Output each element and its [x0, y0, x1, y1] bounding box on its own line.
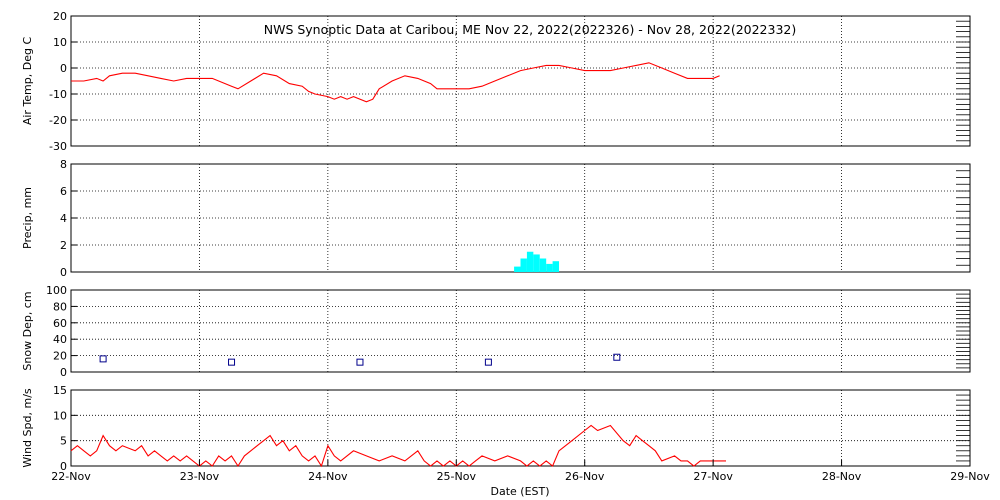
x-tick-label: 26-Nov — [565, 470, 605, 483]
x-tick-label: 25-Nov — [437, 470, 477, 483]
plot-frame — [70, 163, 971, 273]
plot-frame — [70, 389, 971, 467]
x-tick-label: 22-Nov — [51, 470, 91, 483]
x-tick-label: 23-Nov — [180, 470, 220, 483]
y-axis-label: Snow Dep, cm — [21, 291, 34, 370]
snow-depth-point — [99, 355, 107, 363]
x-tick-label: 24-Nov — [308, 470, 348, 483]
y-tick-label: 60 — [53, 317, 67, 330]
y-tick-label: 6 — [60, 185, 67, 198]
precip-bar — [514, 266, 521, 272]
y-tick-label: 10 — [53, 36, 67, 49]
y-tick-label: -10 — [49, 88, 67, 101]
y-tick-label: 5 — [60, 435, 67, 448]
snow-depth-point — [484, 358, 492, 366]
y-tick-label: 2 — [60, 239, 67, 252]
y-tick-label: 10 — [53, 409, 67, 422]
y-axis-label: Wind Spd, m/s — [21, 388, 34, 468]
precip-bar — [533, 254, 540, 272]
y-tick-label: -20 — [49, 114, 67, 127]
y-tick-label: 0 — [60, 366, 67, 379]
x-tick-label: 29-Nov — [950, 470, 990, 483]
y-tick-label: 100 — [46, 284, 67, 297]
x-axis-label: Date (EST) — [490, 485, 549, 498]
precip-bar — [552, 261, 560, 272]
air_temp-series-line — [71, 62, 720, 103]
y-tick-label: 0 — [60, 62, 67, 75]
y-axis-label: Precip, mm — [21, 187, 34, 249]
x-axis: 22-Nov 23-Nov 24-Nov 25-Nov 26-Nov 27-Nov 28-N… — [51, 460, 990, 483]
y-tick-label: 15 — [53, 384, 67, 397]
precip-bar — [539, 258, 547, 272]
y-tick-label: 20 — [53, 350, 67, 363]
panel-air-temp: 20 10 0 -10 -20 -30 Air Temp, Deg C — [21, 10, 971, 153]
y-tick-label: -30 — [49, 140, 67, 153]
plot-frame — [70, 289, 971, 373]
snow-depth-point — [356, 358, 364, 366]
precip-bar — [546, 263, 553, 272]
x-tick-label: 28-Nov — [822, 470, 862, 483]
y-tick-label: 20 — [53, 10, 67, 23]
y-tick-label: 80 — [53, 300, 67, 313]
y-tick-label: 8 — [60, 158, 67, 171]
snow-depth-point — [228, 358, 236, 366]
y-tick-label: 40 — [53, 333, 67, 346]
chart-title: NWS Synoptic Data at Caribou, ME Nov 22,… — [264, 22, 797, 37]
y-axis-label: Air Temp, Deg C — [21, 37, 34, 126]
precip-bar — [526, 251, 534, 272]
wind_speed-series-line — [70, 424, 726, 468]
y-tick-label: 0 — [60, 266, 67, 279]
panel-precip: 8 6 4 2 0 Precip, mm — [21, 158, 971, 279]
panel-wind-speed: 15 10 5 0 Wind Spd, m/s — [21, 384, 971, 473]
y-tick-label: 4 — [60, 212, 67, 225]
precip-bar — [520, 258, 527, 272]
panel-snow-depth: 100 80 60 40 20 0 Snow Dep, cm — [21, 284, 971, 379]
x-tick-label: 27-Nov — [693, 470, 733, 483]
snow-depth-point — [613, 353, 621, 361]
y-tick-label: 0 — [60, 460, 67, 473]
